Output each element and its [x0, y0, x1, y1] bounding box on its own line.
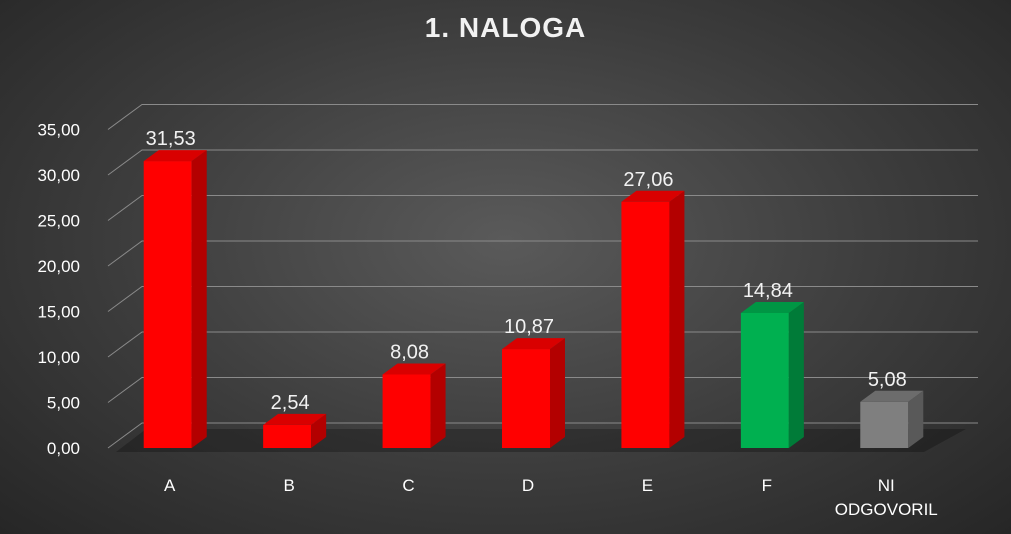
data-label: 14,84 — [743, 280, 793, 302]
bar: 2,54 — [263, 392, 327, 448]
y-tick-label: 20,00 — [37, 257, 80, 276]
category-label: D — [522, 476, 534, 495]
gridline — [107, 377, 978, 403]
bars: 31,53 2,54 8,08 10,87 27,06 14,84 5,08 — [143, 128, 924, 448]
category-label: E — [642, 476, 653, 495]
bar-side — [550, 338, 565, 448]
bar: 10,87 — [502, 316, 565, 448]
bar-top — [263, 413, 327, 425]
bar-side — [669, 190, 685, 448]
bar-front — [860, 401, 909, 448]
category-label: ODGOVORIL — [835, 500, 938, 519]
y-tick-label: 35,00 — [37, 121, 80, 140]
gridline — [107, 104, 978, 130]
gridline — [107, 195, 978, 221]
bar: 27,06 — [621, 169, 685, 448]
bar-side — [311, 413, 327, 448]
category-label: A — [164, 476, 176, 495]
bar: 14,84 — [740, 280, 804, 448]
y-tick-label: 10,00 — [37, 348, 80, 367]
bar: 5,08 — [860, 369, 924, 448]
y-tick-label: 0,00 — [47, 439, 80, 458]
bar-side — [191, 150, 207, 448]
bar-top — [860, 390, 924, 402]
bar-side — [788, 301, 804, 448]
bar-front — [143, 161, 192, 448]
data-label: 2,54 — [271, 392, 310, 414]
bar-front — [382, 374, 431, 448]
gridline — [107, 286, 978, 312]
x-axis-labels: A B C D E F NI ODGOVORIL — [164, 476, 938, 519]
category-label: C — [402, 476, 414, 495]
bar-side — [908, 390, 924, 448]
gridline — [107, 331, 978, 358]
data-label: 31,53 — [146, 128, 196, 150]
gridline — [107, 422, 978, 449]
chart-title: 1. NALOGA — [424, 12, 587, 43]
bar-top — [740, 301, 804, 313]
bar-top — [143, 150, 207, 162]
category-label: F — [762, 476, 772, 495]
data-label: 8,08 — [390, 341, 429, 363]
bar: 8,08 — [382, 341, 446, 448]
category-label: B — [283, 476, 294, 495]
gridline — [107, 149, 978, 176]
category-label: NI — [878, 476, 895, 495]
bar-front — [740, 312, 789, 448]
bar: 31,53 — [143, 128, 207, 448]
bar-top — [502, 338, 565, 350]
bar-front — [263, 424, 312, 448]
y-tick-label: 15,00 — [37, 303, 80, 322]
data-label: 5,08 — [868, 369, 907, 391]
bar-top — [621, 190, 685, 202]
data-label: 27,06 — [623, 169, 673, 191]
data-label: 10,87 — [504, 316, 554, 338]
gridline — [107, 240, 978, 267]
bar-side — [430, 363, 446, 448]
bar-front — [621, 201, 670, 448]
bar-front — [502, 349, 550, 448]
y-tick-label: 5,00 — [47, 394, 80, 413]
y-tick-label: 30,00 — [37, 166, 80, 185]
y-tick-label: 25,00 — [37, 212, 80, 231]
y-axis-ticks: 0,00 5,00 10,00 15,00 20,00 25,00 30,00 35,00 — [37, 121, 80, 459]
bar-top — [382, 363, 446, 375]
